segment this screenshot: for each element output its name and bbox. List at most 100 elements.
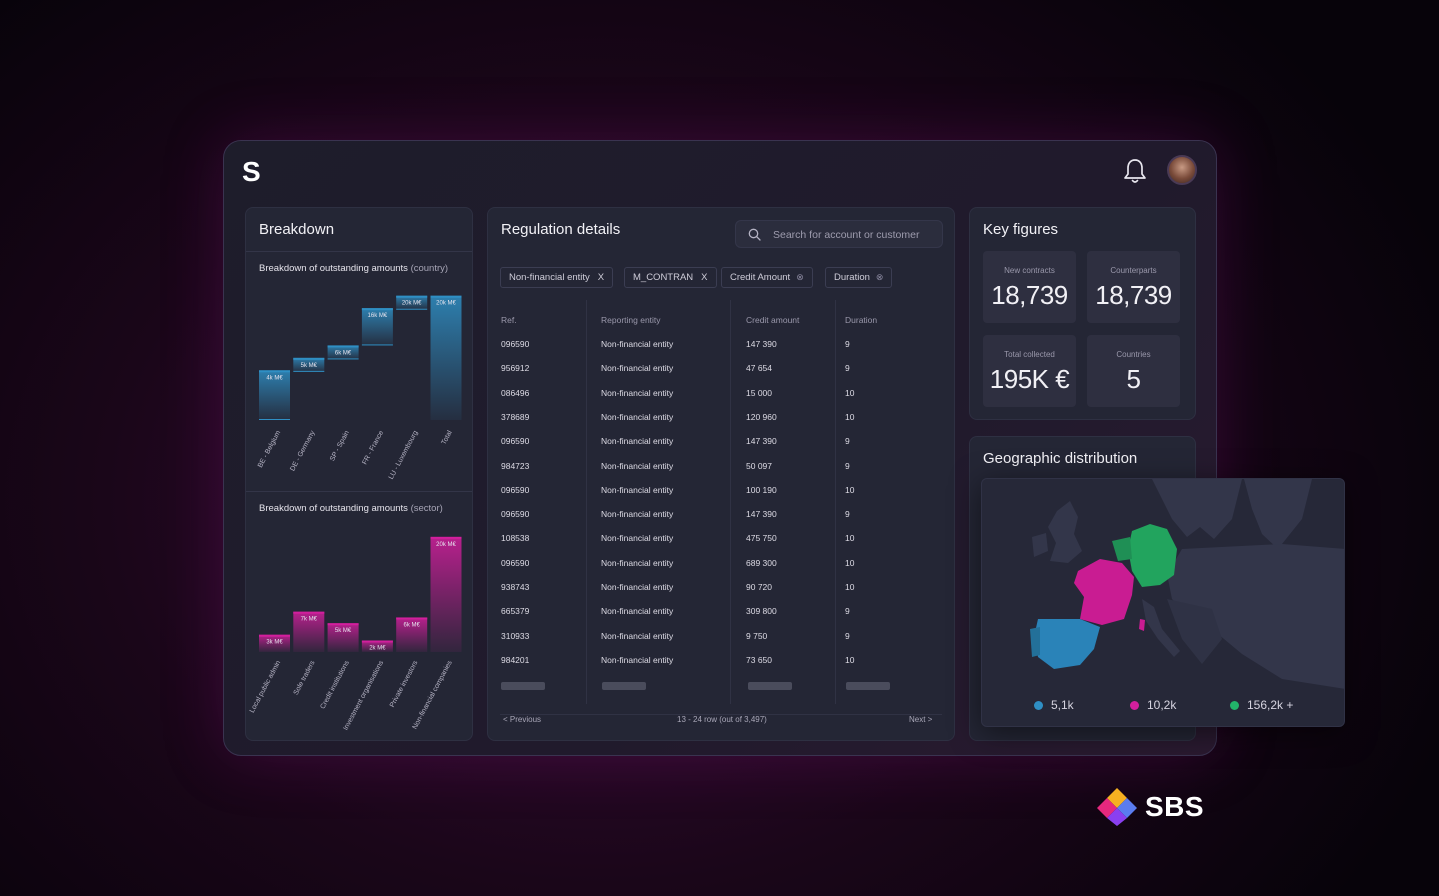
table-cell: 120 960 <box>746 411 777 422</box>
data-label: 3k M€ <box>266 640 283 646</box>
sort-toggle-icon[interactable]: ⊗ <box>796 272 804 282</box>
table-cell: 310933 <box>501 630 530 641</box>
filter-chip[interactable]: Credit Amount ⊗ <box>721 267 813 288</box>
data-label: 16k M€ <box>368 313 388 319</box>
table-cell: 096590 <box>501 339 530 349</box>
column-header[interactable]: Duration <box>845 315 878 325</box>
remove-chip-icon[interactable]: X <box>597 272 605 283</box>
table-cell: Non-financial entity <box>601 460 674 471</box>
table-cell: 096590 <box>501 484 530 495</box>
filter-chip[interactable]: Non-financial entity X <box>500 267 614 288</box>
chart-bar[interactable] <box>396 617 428 652</box>
sector-chart-title: Breakdown of outstanding amounts (sector… <box>259 503 443 514</box>
previous-page-link[interactable]: < Previous <box>503 715 542 724</box>
column-header[interactable]: Credit amount <box>746 315 800 325</box>
legend-item: 156,2k + <box>1230 698 1293 712</box>
table-cell: 9 <box>845 630 850 641</box>
kpi-label: New contracts <box>1004 266 1055 275</box>
table-cell: 10 <box>845 533 855 544</box>
chart-bar[interactable] <box>327 345 359 360</box>
column-header[interactable]: Ref. <box>501 315 517 325</box>
chart-bar[interactable] <box>259 370 290 420</box>
table-cell: Non-financial entity <box>601 533 674 544</box>
chart-bar[interactable] <box>430 295 462 420</box>
country-chart-qualifier: (country) <box>410 263 449 274</box>
regulation-table: Ref. Reporting entity Credit amount Duratio… <box>500 300 944 712</box>
table-cell: 10 <box>845 484 855 495</box>
sort-toggle-icon[interactable]: ⊗ <box>875 272 884 282</box>
x-tick-label: LU - Luxembourg <box>388 430 420 481</box>
notification-bell-icon[interactable] <box>1122 157 1148 185</box>
chart-bar[interactable] <box>361 640 393 652</box>
table-cell: Non-financial entity <box>601 363 674 374</box>
table-cell: Non-financial entity <box>601 582 674 592</box>
table-cell: 73 650 <box>746 654 772 665</box>
table-cell: 9 <box>845 606 850 617</box>
chart-bar-bottom <box>396 308 428 310</box>
divider <box>246 251 472 252</box>
table-cell: 9 750 <box>746 630 768 641</box>
loading-placeholder <box>602 682 646 690</box>
data-label: 6k M€ <box>335 350 352 356</box>
user-avatar[interactable] <box>1167 155 1197 185</box>
finland-shape <box>1244 479 1312 549</box>
loading-placeholder <box>501 682 545 690</box>
data-label: 7k M€ <box>301 617 318 623</box>
kpi-label: Total collected <box>1004 350 1055 359</box>
chart-bar-top <box>259 370 290 373</box>
chart-bar[interactable] <box>396 295 428 310</box>
table-cell: 10 <box>845 411 855 422</box>
chart-bar[interactable] <box>361 308 393 346</box>
kpi-new-contracts: New contracts 18,739 <box>983 251 1076 323</box>
table-cell: 147 390 <box>746 436 777 447</box>
europe-map[interactable] <box>982 479 1345 727</box>
table-cell: Non-financial entity <box>601 436 674 447</box>
loading-placeholder <box>748 682 792 690</box>
table-cell: 10 <box>845 582 855 592</box>
table-cell: 10 <box>845 387 855 398</box>
chart-bar-top <box>259 634 290 637</box>
chart-bar[interactable] <box>327 623 359 652</box>
app-logo[interactable]: S <box>242 156 261 187</box>
chart-bar[interactable] <box>293 357 325 372</box>
italy-shape <box>1142 599 1180 657</box>
x-tick-label: DE - Germany <box>289 429 316 472</box>
sbs-diamond-logo-icon <box>1097 788 1137 826</box>
x-tick-label: SP - Spain <box>329 430 351 463</box>
chart-bar-top <box>361 308 393 311</box>
table-cell: 50 097 <box>746 460 772 471</box>
brand-logo: SBS <box>1097 786 1207 826</box>
chip-label: M_CONTRAN <box>633 272 694 283</box>
kpi-countries: Countries 5 <box>1087 335 1180 407</box>
filter-chip[interactable]: M_CONTRAN X <box>624 267 717 288</box>
legend-label: 156,2k + <box>1247 698 1294 712</box>
filter-chip[interactable]: Duration ⊗ <box>825 267 893 288</box>
chart-bar-top <box>293 357 325 360</box>
column-divider <box>586 300 587 704</box>
kpi-counterparts: Counterparts 18,739 <box>1087 251 1180 323</box>
x-tick-label: Total <box>441 429 454 446</box>
remove-chip-icon[interactable]: X <box>701 272 708 283</box>
germany-shape <box>1128 524 1177 587</box>
next-page-link[interactable]: Next > <box>909 715 933 724</box>
chart-bar-top <box>361 640 393 643</box>
table-cell: 9 <box>845 460 850 471</box>
chart-bar[interactable] <box>430 536 462 652</box>
legend-item: 10,2k <box>1130 698 1176 712</box>
x-tick-label: Investment organisations <box>342 659 385 731</box>
chart-bar[interactable] <box>259 634 290 652</box>
search-icon <box>748 228 761 241</box>
table-cell: 147 390 <box>746 339 777 349</box>
search-box[interactable]: Search for account or customer <box>735 220 943 248</box>
regulation-title: Regulation details <box>501 221 621 238</box>
search-input[interactable]: Search for account or customer <box>773 229 920 241</box>
x-tick-label: Private investors <box>389 659 420 708</box>
table-cell: 938743 <box>501 582 530 592</box>
table-cell: 096590 <box>501 509 530 520</box>
x-tick-label: BE - Belgium <box>257 430 282 470</box>
chart-bar[interactable] <box>293 611 325 652</box>
sector-bar-chart: 3k M€ Local public admin 7k M€ Sole traders… <box>249 536 462 732</box>
column-header[interactable]: Reporting entity <box>601 315 661 325</box>
table-cell: 9 <box>845 436 850 447</box>
eastern-europe-shape <box>1167 544 1344 689</box>
